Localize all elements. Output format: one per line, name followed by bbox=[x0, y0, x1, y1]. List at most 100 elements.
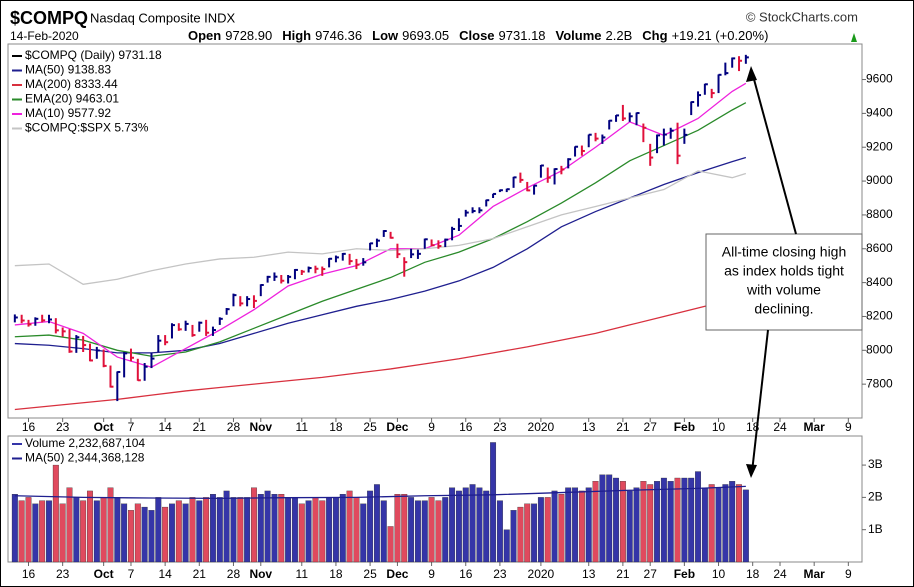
volume-bar bbox=[722, 484, 729, 563]
volume-bar bbox=[264, 490, 271, 563]
volume-bar bbox=[667, 481, 674, 563]
volume-bar bbox=[462, 487, 469, 563]
volume-bar bbox=[237, 497, 244, 563]
y-tick-label: 9200 bbox=[866, 139, 893, 153]
volume-bar bbox=[11, 494, 18, 563]
x-tick-label: 9 bbox=[845, 420, 852, 434]
volume-bar bbox=[558, 494, 565, 563]
volume-bar bbox=[155, 497, 162, 563]
volume-bar bbox=[408, 497, 415, 563]
annotation-text: with volume bbox=[746, 282, 821, 298]
x-tick-label: Feb bbox=[674, 420, 695, 434]
legend-label: MA(50) 2,344,368,128 bbox=[25, 451, 145, 465]
x-tick-label: 7 bbox=[128, 567, 135, 581]
volume-bar bbox=[742, 489, 749, 563]
volume-bar bbox=[339, 494, 346, 563]
volume-bar bbox=[394, 494, 401, 563]
volume-bar bbox=[387, 526, 394, 563]
x-tick-label: 16 bbox=[22, 567, 36, 581]
y-tick-label: 8600 bbox=[866, 241, 893, 255]
volume-bar bbox=[619, 481, 626, 563]
x-tick-label: Nov bbox=[249, 420, 272, 434]
quote-line: Open 9728.90 High 9746.36 Low 9693.05 Close 973… bbox=[188, 28, 768, 43]
symbol: $COMPQ bbox=[10, 8, 88, 28]
volume-bar bbox=[39, 500, 46, 563]
up-arrow bbox=[851, 33, 857, 42]
volume-bar bbox=[449, 487, 456, 563]
legend-label: MA(200) 8333.44 bbox=[25, 77, 118, 91]
y-tick-label: 8800 bbox=[866, 207, 893, 221]
volume-bar bbox=[230, 497, 237, 563]
volume-bar bbox=[674, 477, 681, 563]
volume-bar bbox=[134, 503, 141, 563]
volume-bar bbox=[175, 500, 182, 563]
x-tick-label: Oct bbox=[94, 567, 114, 581]
x-tick-label: 10 bbox=[712, 567, 726, 581]
quote-label: High bbox=[282, 28, 311, 43]
x-tick-label: 14 bbox=[158, 420, 172, 434]
quote-label: Chg bbox=[642, 28, 667, 43]
volume-bar bbox=[401, 494, 408, 563]
y-tick-label: 3B bbox=[868, 457, 883, 471]
x-tick-label: 21 bbox=[616, 567, 630, 581]
volume-bar bbox=[654, 481, 660, 563]
annotation-text: All-time closing high bbox=[722, 244, 847, 260]
volume-bar bbox=[572, 487, 579, 563]
volume-bar bbox=[708, 484, 715, 563]
x-tick-label: 11 bbox=[296, 567, 309, 581]
arrow-line bbox=[751, 329, 769, 473]
volume-bar bbox=[490, 442, 497, 563]
x-tick-label: 23 bbox=[493, 567, 507, 581]
marks: 16 16 23 23 Oct Oct 7 7 14 14 21 21 28 28 Nov Nov 11 11 18… bbox=[11, 48, 893, 581]
volume-bar bbox=[455, 490, 462, 563]
quote-label: Close bbox=[459, 28, 494, 43]
x-tick-label: 18 bbox=[746, 567, 760, 581]
x-tick-label: 27 bbox=[644, 420, 658, 434]
volume-bar bbox=[196, 500, 203, 563]
x-tick-label: Feb bbox=[674, 567, 695, 581]
annotation-box bbox=[705, 233, 863, 331]
legend-label: MA(50) 9138.83 bbox=[25, 63, 111, 77]
volume-bar bbox=[551, 490, 558, 563]
volume-bar bbox=[332, 497, 339, 563]
volume-bar bbox=[531, 503, 538, 563]
volume-bar bbox=[606, 474, 613, 563]
volume-bar bbox=[244, 497, 251, 563]
x-tick-label: 13 bbox=[582, 567, 596, 581]
volume-bar bbox=[510, 510, 517, 563]
volume-panel bbox=[7, 435, 863, 563]
annotation: All-time closing high as index holds tigh… bbox=[705, 66, 863, 478]
x-tick-label: 16 bbox=[459, 420, 473, 434]
x-tick-label: 21 bbox=[193, 567, 207, 581]
x-tick-label: Oct bbox=[94, 420, 114, 434]
volume-bar bbox=[599, 474, 606, 563]
volume-bar bbox=[278, 494, 285, 563]
x-tick-label: Dec bbox=[386, 567, 408, 581]
legend-label: $COMPQ (Daily) 9731.18 bbox=[25, 48, 162, 62]
x-tick-label: 21 bbox=[193, 420, 207, 434]
volume-bar bbox=[715, 487, 722, 563]
annotation-text: as index holds tight bbox=[724, 263, 844, 279]
x-tick-label: 16 bbox=[22, 420, 36, 434]
arrow-head bbox=[746, 464, 757, 478]
volume-bar bbox=[298, 503, 305, 563]
x-tick-label: 9 bbox=[428, 567, 435, 581]
volume-bar bbox=[52, 464, 59, 563]
volume-bar bbox=[701, 487, 708, 563]
volume-bar bbox=[524, 503, 531, 563]
x-tick-label: 28 bbox=[227, 420, 241, 434]
volume-bar bbox=[380, 500, 387, 563]
ma-line bbox=[14, 156, 747, 354]
arrow-line bbox=[751, 71, 797, 235]
quote-label: Open bbox=[188, 28, 221, 43]
quote-value: 9746.36 bbox=[315, 28, 362, 43]
volume-bar bbox=[285, 497, 292, 563]
quote-value: 9728.90 bbox=[225, 28, 272, 43]
volume-bar bbox=[189, 497, 196, 563]
volume-bar bbox=[114, 497, 121, 563]
volume-bar bbox=[421, 500, 428, 563]
volume-bar bbox=[695, 471, 701, 563]
x-tick-label: 23 bbox=[56, 420, 70, 434]
volume-bar bbox=[544, 497, 551, 563]
volume-bar bbox=[66, 487, 73, 563]
